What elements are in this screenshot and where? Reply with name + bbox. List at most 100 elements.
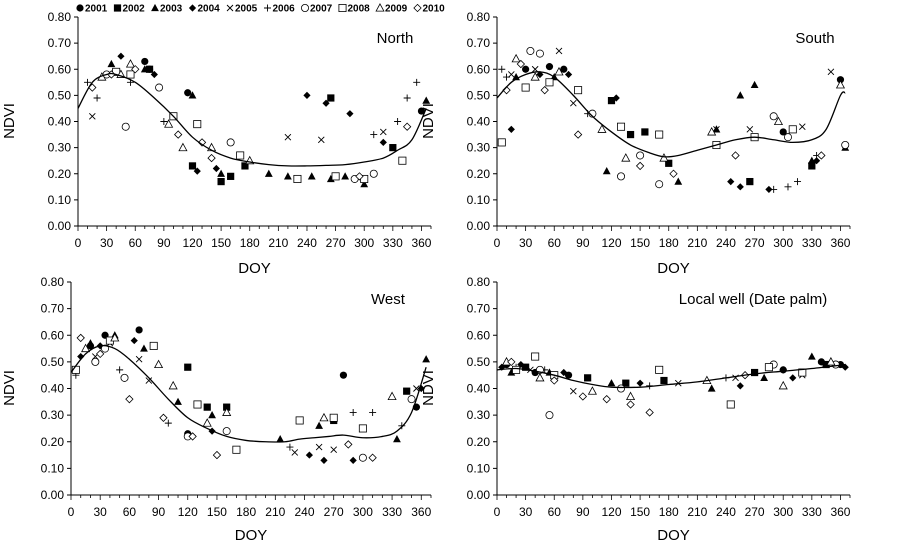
point-2007: [222, 427, 231, 436]
point-2008: [545, 78, 554, 87]
legend-marker-2002: [113, 4, 122, 12]
point-2008: [293, 174, 302, 183]
point-2005: [827, 68, 835, 76]
series-2006: [84, 78, 421, 139]
series-2009: [501, 356, 836, 400]
point-2003: [607, 379, 616, 387]
x-tick-label: 180: [659, 505, 679, 519]
point-2003: [315, 421, 324, 429]
point-2009: [164, 119, 174, 128]
x-tick-label: 60: [123, 505, 137, 519]
point-2006: [370, 131, 378, 139]
point-2002: [223, 403, 231, 411]
point-2006: [160, 118, 168, 125]
point-2006: [503, 73, 511, 81]
point-2006: [794, 178, 802, 186]
legend-label-2004: 2004: [198, 4, 221, 15]
x-tick-label: 210: [265, 505, 285, 519]
point-2005: [330, 446, 338, 454]
y-tick-label: 0.50: [41, 355, 65, 369]
point-2010: [368, 453, 377, 462]
point-2006: [93, 94, 101, 102]
point-2005: [317, 136, 325, 144]
point-2010: [344, 440, 353, 449]
point-2009: [511, 53, 521, 63]
point-2003: [174, 397, 182, 405]
y-tick-label: 0.50: [467, 355, 491, 369]
point-2004: [560, 368, 568, 377]
x-tick-label: 240: [297, 236, 317, 250]
point-2002: [403, 387, 411, 395]
legend-label-2001: 2001: [85, 4, 108, 15]
legend-item-2001: 2001: [76, 4, 108, 15]
point-2004: [212, 164, 220, 173]
series-2001: [86, 326, 421, 438]
legend-label-2003: 2003: [160, 4, 183, 15]
y-tick-label: 0.50: [48, 88, 72, 102]
x-tick-label: 330: [802, 236, 822, 250]
trend-line: [77, 72, 427, 167]
y-axis-label: NDVI: [420, 370, 437, 406]
point-2010: [207, 153, 216, 163]
point-2007: [369, 169, 378, 178]
point-2001: [564, 371, 573, 379]
legend-marker-2003: [151, 3, 159, 12]
legend-label-2006: 2006: [273, 4, 296, 15]
chart-west: 0.00 0.10 0.20 0.30 0.40 0.50 0.60 0.70 0.80 0 30 6…: [1, 275, 432, 543]
point-2004: [130, 336, 138, 345]
y-tick-label: 0.40: [41, 382, 65, 396]
x-tick-label: 180: [240, 236, 260, 250]
legend-marker-2001: [76, 4, 84, 12]
point-2005: [145, 377, 153, 384]
point-2008: [331, 172, 340, 181]
point-2002: [327, 94, 335, 102]
point-2001: [522, 65, 530, 73]
point-2007: [407, 395, 416, 404]
point-2005: [88, 112, 96, 120]
point-2008: [329, 413, 338, 422]
x-tick-label: 300: [353, 505, 373, 519]
x-tick-label: 120: [601, 236, 621, 250]
point-2002: [626, 130, 635, 139]
point-2008: [193, 120, 202, 129]
point-2010: [125, 394, 134, 404]
x-tick-label: 180: [236, 505, 256, 519]
y-tick-label: 0.70: [41, 302, 65, 316]
point-2007: [226, 138, 235, 147]
point-2002: [188, 162, 197, 170]
point-2009: [535, 372, 545, 382]
point-2010: [578, 392, 588, 401]
y-tick-label: 0.00: [48, 219, 72, 233]
x-axis-label: DOY: [657, 260, 690, 277]
series-2005: [527, 366, 806, 395]
point-2007: [121, 122, 130, 131]
point-2006: [403, 94, 411, 102]
series-2002: [184, 363, 411, 425]
point-2010: [635, 161, 645, 171]
chart-title: West: [371, 291, 406, 308]
point-2007: [783, 133, 792, 142]
point-2002: [203, 403, 211, 411]
series-2010: [502, 59, 826, 178]
legend-marker-2006: [264, 4, 271, 12]
x-tick-label: 210: [687, 236, 707, 250]
point-2003: [807, 352, 816, 360]
y-tick-label: 0.50: [467, 88, 491, 102]
point-2004: [379, 138, 387, 146]
point-2010: [731, 151, 740, 160]
x-tick-label: 0: [494, 505, 501, 519]
point-2008: [512, 365, 521, 374]
point-2009: [81, 343, 91, 353]
point-2005: [507, 71, 515, 78]
legend-item-2008: 2008: [338, 4, 370, 15]
series-2008: [512, 352, 807, 409]
point-2003: [283, 172, 292, 180]
y-tick-label: 0.40: [467, 115, 491, 129]
point-2002: [522, 363, 530, 371]
point-2003: [140, 344, 148, 352]
point-2006: [349, 408, 357, 416]
point-2006: [398, 422, 406, 430]
x-tick-label: 240: [716, 236, 736, 250]
point-2010: [96, 349, 105, 359]
point-2006: [369, 408, 377, 416]
